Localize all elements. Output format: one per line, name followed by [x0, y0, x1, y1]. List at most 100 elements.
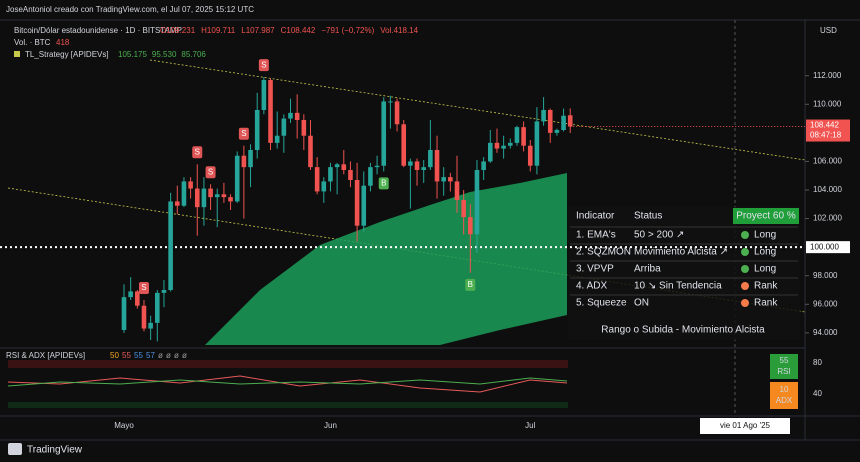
candle-body [414, 161, 420, 170]
candle-body [348, 170, 353, 180]
table-footer: Rango o Subida - Movimiento Alcista [601, 325, 765, 336]
signal: S [261, 60, 266, 69]
adx-value: 10 [780, 385, 789, 394]
rsi-band [8, 402, 568, 408]
indicator-name: 5. Squeeze [576, 298, 627, 309]
candle-body [567, 115, 573, 127]
candle-body [454, 181, 460, 200]
level-label: 100.000 [810, 242, 839, 251]
candle-body [328, 167, 333, 182]
trend-line [149, 59, 806, 161]
signal: S [241, 129, 246, 138]
rsi-band [8, 360, 568, 368]
ohlc-value: L107.987 [241, 26, 275, 35]
candle-body [241, 155, 247, 168]
rsi-param: 55 [122, 351, 131, 360]
candle-body [361, 185, 367, 226]
signal: S [195, 147, 200, 156]
candle-body [368, 167, 373, 186]
candle-body [507, 142, 513, 146]
status-dot [741, 265, 749, 273]
indicator-signal: Long [754, 264, 776, 275]
indicator-status: Arriba [634, 264, 661, 275]
status-dot [741, 248, 749, 256]
candle-body [221, 194, 227, 198]
candle-body [554, 130, 560, 133]
signal-box [465, 278, 476, 291]
ohlc-value: H109.711 [201, 26, 236, 35]
candle-body [155, 292, 160, 323]
price-box [806, 119, 850, 142]
candle-body [374, 165, 380, 168]
rsi-value: 55 [780, 356, 789, 365]
table-header: Indicator [576, 211, 615, 222]
status-dot [741, 231, 749, 239]
candle-body [128, 291, 133, 298]
y-tick-label: 104.000 [813, 185, 842, 194]
rsi-param: ø [158, 351, 163, 360]
signal-box [205, 166, 216, 179]
countdown: 08:47:18 [810, 131, 842, 140]
x-tick-label: Jul [525, 421, 535, 430]
adx-label: ADX [776, 396, 793, 405]
candle-body [148, 322, 153, 329]
candle-body [354, 180, 360, 226]
candle-body [334, 164, 340, 168]
indicator-status: ON [634, 298, 649, 309]
candle-body [281, 118, 287, 136]
candle-body [208, 188, 213, 198]
rsi-title: RSI & ADX [APIDEVs] [6, 351, 85, 360]
candle-body [228, 197, 233, 202]
y-tick-label: 106.000 [813, 157, 842, 166]
table-header: Status [634, 211, 662, 222]
candle-body [174, 201, 180, 206]
candle-body [561, 115, 566, 130]
y-tick-label: 96.000 [813, 299, 838, 308]
candle-body [161, 290, 167, 293]
candle-body [188, 181, 193, 189]
currency: USD [820, 26, 837, 35]
candle-body [461, 200, 466, 218]
brand-logo [8, 443, 22, 455]
ohlc-value: C108.442 [281, 26, 316, 35]
date-box [700, 418, 790, 434]
candle-body [388, 101, 393, 103]
candle-body [308, 135, 313, 168]
strategy-value: 85.706 [181, 50, 206, 59]
level-box [806, 241, 850, 254]
candle-body [341, 164, 347, 170]
strategy-value: 95.530 [152, 50, 177, 59]
candle-body [135, 291, 140, 306]
signal: S [141, 283, 146, 292]
indicator-name: 3. VPVP [576, 264, 614, 275]
candle-body [547, 110, 553, 133]
candle-body [481, 161, 486, 170]
candle-body [468, 217, 473, 235]
candle-body [181, 181, 187, 206]
candle-body [268, 80, 273, 143]
signal-box [238, 127, 249, 140]
indicator-name: 1. EMA's [576, 230, 616, 241]
candle-body [121, 297, 127, 330]
candle-body [194, 188, 200, 208]
candle-body [294, 112, 300, 120]
candle-body [301, 120, 307, 136]
rsi-tick: 80 [813, 358, 822, 367]
strategy-icon [14, 51, 20, 57]
indicator-signal: Rank [754, 298, 778, 309]
candle-body [541, 110, 546, 122]
indicator-status: Movimiento Alcista ↗ [634, 247, 728, 258]
rsi-tick: 40 [813, 389, 822, 398]
candle-body [261, 80, 267, 110]
ohlc-value: Vol.418.14 [380, 26, 418, 35]
adx-box [770, 382, 798, 409]
indicator-name: 4. ADX [576, 281, 607, 292]
x-tick-label: Mayo [114, 421, 134, 430]
rsi-param: ø [166, 351, 171, 360]
indicator-status: 10 ↘ Sin Tendencia [634, 281, 722, 292]
candle-body [201, 188, 207, 208]
rsi-param: 55 [134, 351, 143, 360]
y-tick-label: 110.000 [813, 99, 842, 108]
status-dot [741, 299, 749, 307]
